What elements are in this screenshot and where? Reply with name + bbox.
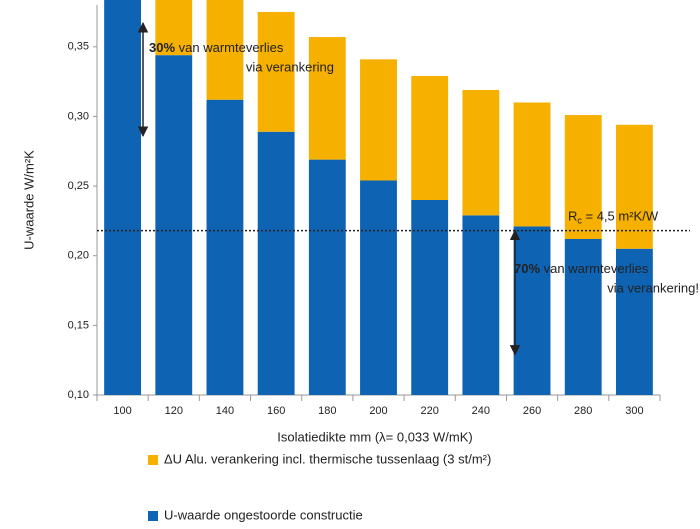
x-tick-label: 140 (216, 405, 234, 417)
bar-segment (564, 115, 602, 239)
x-axis-label: Isolatiedikte mm (λ= 0,033 W/mK) (277, 429, 472, 444)
reference-label: Rc = 4,5 m²K/W (568, 209, 659, 226)
bar-segment (564, 239, 602, 395)
bar-segment (360, 59, 397, 181)
bar-segment (462, 215, 500, 395)
x-tick-label: 300 (625, 405, 643, 417)
annotation-line2: via verankering! (607, 280, 699, 295)
annotation: 30% van warmteverlies (149, 40, 284, 55)
bar-segment (257, 131, 295, 395)
bar-segment (411, 76, 449, 200)
bar-segment (513, 226, 551, 395)
bar-segment (462, 89, 500, 216)
y-tick-label: 0,20 (68, 250, 89, 262)
legend-label: ΔU Alu. verankering incl. thermische tus… (164, 451, 491, 466)
bar-segment (206, 0, 244, 100)
x-tick-label: 220 (421, 405, 439, 417)
legend-swatch (148, 455, 158, 465)
y-tick-label: 0,35 (68, 41, 89, 53)
legend-swatch (148, 511, 158, 521)
x-tick-label: 260 (523, 405, 541, 417)
x-tick-label: 100 (113, 405, 131, 417)
annotation-bold: 30% (149, 40, 175, 55)
annotation-text: van warmteverlies (540, 261, 649, 276)
y-tick-label: 0,25 (68, 180, 89, 192)
y-tick-label: 0,30 (68, 110, 89, 122)
bar-segment (257, 11, 295, 132)
annotation: 70% van warmteverlies (514, 261, 649, 276)
bar-segment (155, 0, 193, 56)
annotation-text: van warmteverlies (175, 40, 284, 55)
x-tick-label: 120 (165, 405, 183, 417)
bar-segment (513, 102, 551, 227)
annotation-line2: via verankering (246, 59, 334, 74)
bar-segment (411, 200, 449, 395)
x-tick-label: 180 (318, 405, 336, 417)
bar-segment (308, 159, 346, 395)
bar-segment (615, 124, 653, 249)
reference-label-main: R (568, 209, 577, 224)
y-tick-label: 0,15 (68, 319, 89, 331)
bar-segment (308, 37, 346, 160)
reference-label-rest: = 4,5 m²K/W (582, 209, 659, 224)
x-tick-label: 160 (267, 405, 285, 417)
y-tick-label: 0,10 (68, 389, 89, 401)
bar-segment (155, 55, 193, 396)
legend-label: U-waarde ongestoorde constructie (164, 507, 363, 522)
y-axis-label: U-waarde W/m²K (21, 150, 36, 250)
x-tick-label: 280 (574, 405, 592, 417)
bar-segment (615, 248, 653, 395)
reference-label-sub: c (577, 216, 582, 226)
x-tick-label: 200 (369, 405, 387, 417)
bar-segment (206, 99, 244, 395)
bar-segment (360, 180, 397, 395)
bar-segment (104, 0, 142, 396)
annotation-bold: 70% (514, 261, 540, 276)
x-tick-label: 240 (472, 405, 490, 417)
